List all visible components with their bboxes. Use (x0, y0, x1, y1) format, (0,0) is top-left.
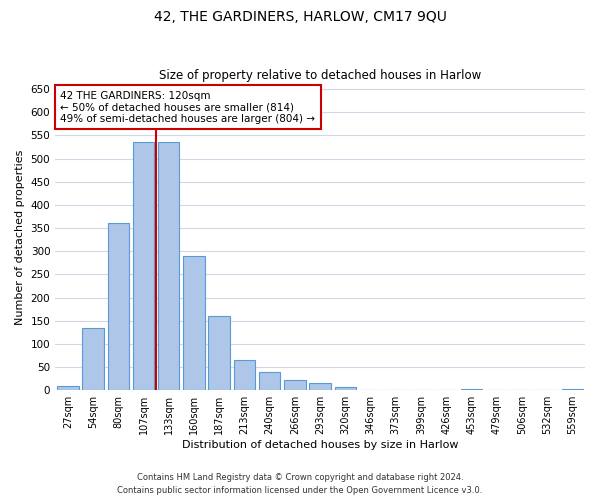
Text: 42 THE GARDINERS: 120sqm
← 50% of detached houses are smaller (814)
49% of semi-: 42 THE GARDINERS: 120sqm ← 50% of detach… (61, 90, 316, 124)
Bar (335, 386, 356, 390)
Bar (310, 384, 331, 390)
Bar (82, 328, 104, 390)
Bar (208, 316, 230, 390)
Y-axis label: Number of detached properties: Number of detached properties (15, 150, 25, 325)
X-axis label: Distribution of detached houses by size in Harlow: Distribution of detached houses by size … (182, 440, 458, 450)
Text: 42, THE GARDINERS, HARLOW, CM17 9QU: 42, THE GARDINERS, HARLOW, CM17 9QU (154, 10, 446, 24)
Bar (284, 380, 305, 390)
Bar (233, 360, 255, 390)
Bar (133, 142, 154, 390)
Bar (57, 386, 79, 390)
Bar (158, 142, 179, 390)
Bar (107, 224, 129, 390)
Bar (562, 389, 583, 390)
Title: Size of property relative to detached houses in Harlow: Size of property relative to detached ho… (159, 69, 481, 82)
Bar (183, 256, 205, 390)
Bar (461, 389, 482, 390)
Bar (259, 372, 280, 390)
Text: Contains HM Land Registry data © Crown copyright and database right 2024.
Contai: Contains HM Land Registry data © Crown c… (118, 474, 482, 495)
